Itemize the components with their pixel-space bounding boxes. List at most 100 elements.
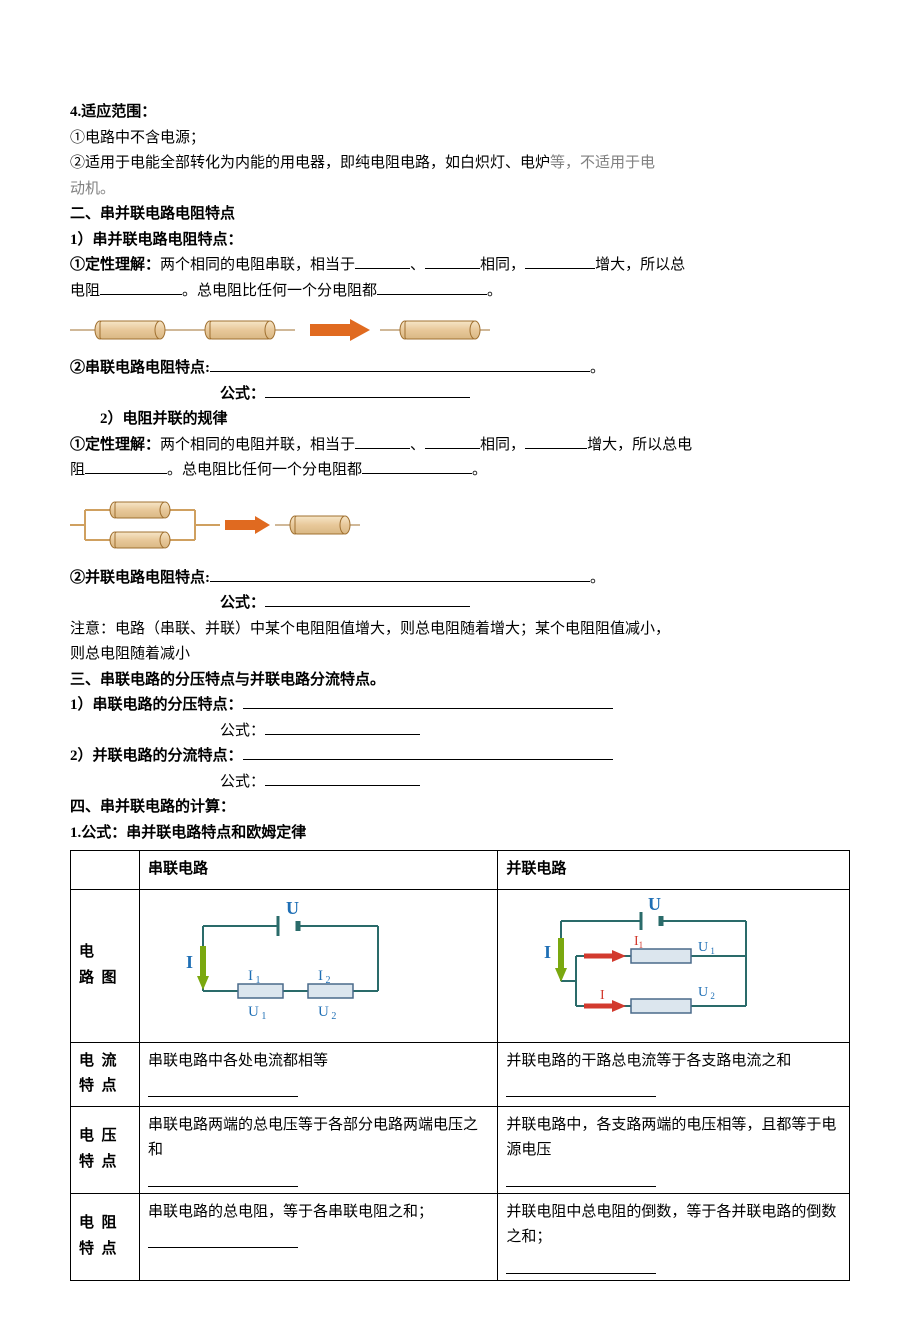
blank [148,1168,298,1187]
parallel-resistor-diagram [70,490,850,560]
row-label-resistance: 电阻特点 [71,1193,140,1280]
t: 串联电路的总电阻，等于各串联电阻之和； [148,1204,433,1220]
blank [506,1168,656,1187]
note-l2: 则总电阻随着减小 [70,642,850,668]
t: 并联电路中，各支路两端的电压相等，且都等于电源电压 [506,1117,836,1159]
blank [265,591,470,607]
s2-1-q-line2: 电阻 。总电阻比任何一个分电阻都 。 [70,279,850,305]
svg-text:U 2: U 2 [318,1004,336,1022]
s2-2-q-line2: 阻 。总电阻比任何一个分电阻都 。 [70,458,850,484]
blank [265,382,470,398]
t: 并联电路的干路总电流等于各支路电流之和 [506,1053,791,1069]
t: 。总电阻比任何一个分电阻都 [167,462,362,478]
s4-item2-black: ②适用于电能全部转化为内能的用电器，即纯电阻电路，如白炽灯、电炉 [70,155,550,171]
blank [100,279,182,295]
cell-series-voltage: 串联电路两端的总电压等于各部分电路两端电压之和 [140,1106,498,1193]
s2-2-formula: 公式： [70,591,850,617]
s4-item1: ①电路中不含电源； [70,126,850,152]
s4-item2-gray: 等，不适用于电 [550,155,655,171]
blank [148,1229,298,1248]
s2-1-q-line1: ①定性理解：两个相同的电阻串联，相当于、相同，增大，所以总 [70,253,850,279]
blank [85,458,167,474]
svg-text:I: I [186,952,193,972]
blank [355,253,410,269]
blank [148,1078,298,1097]
t: 串联电路中各处电流都相等 [148,1053,328,1069]
s3-2: 2）并联电路的分流特点： [70,744,850,770]
svg-text:U 2: U 2 [698,985,715,1001]
row-label-current: 电流特点 [71,1042,140,1106]
t: 。 [590,570,605,586]
svg-text:I: I [544,942,551,962]
section-4-heading: 4.适应范围： [70,100,850,126]
s3-2-f: 公式： [70,770,850,796]
blank [425,433,480,449]
t: 增大，所以总电 [587,437,692,453]
s2-2-heading: 2）电阻并联的规律 [70,407,850,433]
th-series: 串联电路 [140,851,498,890]
blank [506,1078,656,1097]
blank [377,279,487,295]
s3-1-f: 公式： [70,719,850,745]
section-3-title: 三、串联电路的分压特点与并联电路分流特点。 [70,668,850,694]
l: 1）串联电路的分压特点： [70,697,243,713]
svg-text:I1: I1 [634,934,643,950]
note-l1: 注意：电路（串联、并联）中某个电阻阻值增大，则总电阻随着增大；某个电阻阻值减小， [70,617,850,643]
l: ①定性理解： [70,437,160,453]
l: 公式： [220,386,265,402]
t: 两个相同的电阻串联，相当于 [160,257,355,273]
blank [362,458,472,474]
cell-parallel-current: 并联电路的干路总电流等于各支路电流之和 [498,1042,850,1106]
blank [525,433,587,449]
t: 。 [472,462,487,478]
th-blank [71,851,140,890]
t: 。总电阻比任何一个分电阻都 [182,283,377,299]
row-label-voltage: 电压特点 [71,1106,140,1193]
s2-1-char: ②串联电路电阻特点:。 [70,356,850,382]
s2-1-q-label: ①定性理解： [70,257,160,273]
s4-item2-l2: 动机。 [70,177,850,203]
l: 公式： [220,723,265,739]
blank [525,253,595,269]
blank [355,433,410,449]
l: 公式： [220,774,265,790]
s2-1-formula: 公式： [70,382,850,408]
t: 、 [410,437,425,453]
s2-2-q-line1: ①定性理解：两个相同的电阻并联，相当于、相同，增大，所以总电 [70,433,850,459]
l: ②并联电路电阻特点: [70,570,210,586]
series-circuit-diagram: U I I 1 I 2 U 1 U 2 [140,889,498,1042]
s2-1-heading: 1）串并联电路电阻特点： [70,228,850,254]
svg-text:I: I [600,988,605,1003]
cell-series-resistance: 串联电路的总电阻，等于各串联电阻之和； [140,1193,498,1280]
s2-2-char: ②并联电路电阻特点: 。 [70,566,850,592]
parallel-circuit-diagram: U I I1 I U 1 U 2 [498,889,850,1042]
cell-series-current: 串联电路中各处电流都相等 [140,1042,498,1106]
l: 公式： [220,595,265,611]
t: 电阻 [70,283,100,299]
table-row: 电流特点 串联电路中各处电流都相等 并联电路的干路总电流等于各支路电流之和 [71,1042,850,1106]
blank [210,566,590,582]
cell-parallel-resistance: 并联电阻中总电阻的倒数，等于各并联电路的倒数之和； [498,1193,850,1280]
svg-text:U: U [648,896,661,914]
blank [425,253,480,269]
t: 阻 [70,462,85,478]
section-2-title: 二、串并联电路电阻特点 [70,202,850,228]
row-label-diagram: 电 路图 [71,889,140,1042]
cell-parallel-voltage: 并联电路中，各支路两端的电压相等，且都等于电源电压 [498,1106,850,1193]
table-row: 电阻特点 串联电路的总电阻，等于各串联电阻之和； 并联电阻中总电阻的倒数，等于各… [71,1193,850,1280]
t: 相同， [480,437,525,453]
section-4b-sub: 1.公式：串并联电路特点和欧姆定律 [70,821,850,847]
blank [506,1255,656,1274]
l: 2）并联电路的分流特点： [70,748,243,764]
s3-1: 1）串联电路的分压特点： [70,693,850,719]
t: 增大，所以总 [595,257,685,273]
blank [210,356,590,372]
svg-text:U 1: U 1 [698,940,715,956]
table-row: 串联电路 并联电路 [71,851,850,890]
table-row: 电压特点 串联电路两端的总电压等于各部分电路两端电压之和 并联电路中，各支路两端… [71,1106,850,1193]
t: 相同， [480,257,525,273]
t: 并联电阻中总电阻的倒数，等于各并联电路的倒数之和； [506,1204,836,1246]
t: 。 [487,283,502,299]
t: 。 [590,360,605,376]
blank [243,744,613,760]
